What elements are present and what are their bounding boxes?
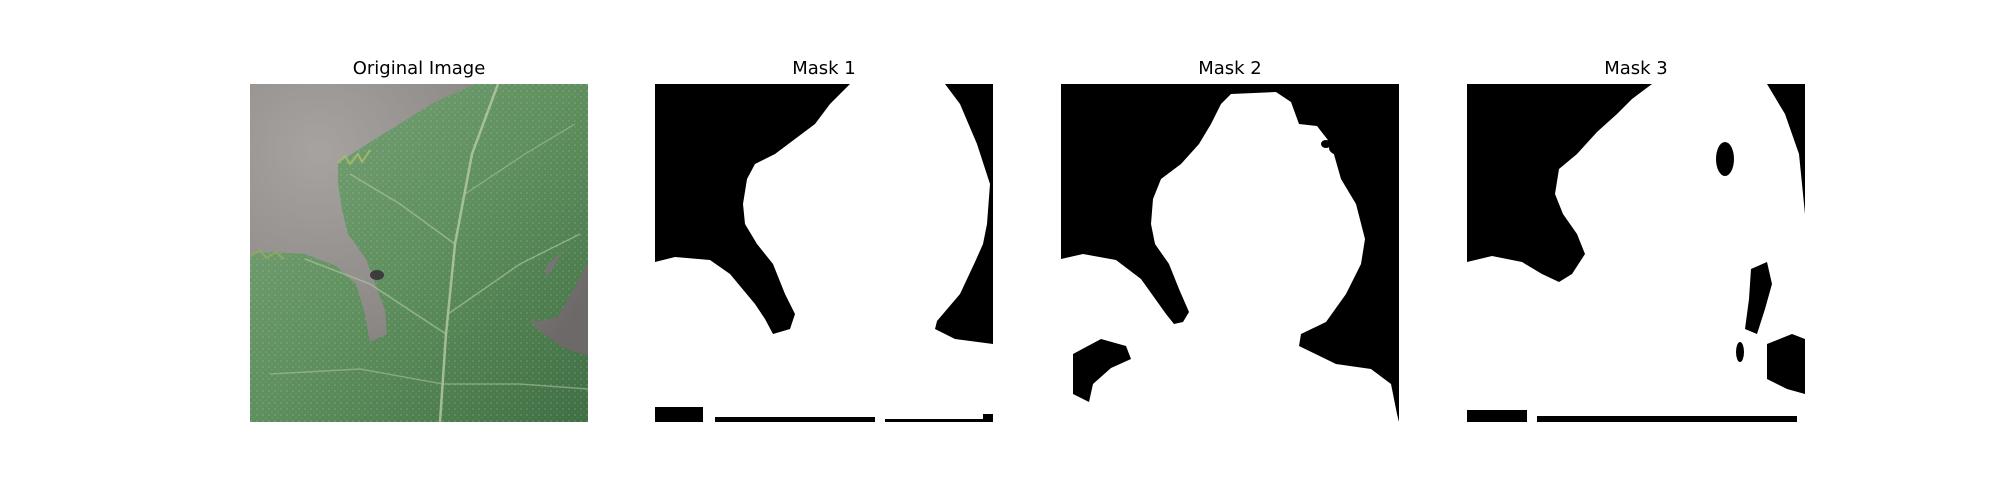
leaf-photo — [250, 84, 588, 422]
panel-title: Mask 3 — [1604, 58, 1668, 79]
mask-3-image — [1467, 84, 1805, 422]
mask-2-image — [1061, 84, 1399, 422]
panel-title: Original Image — [352, 58, 486, 79]
panel-title: Mask 2 — [1198, 58, 1262, 79]
panel-title: Mask 1 — [792, 58, 856, 79]
mask-1-image — [655, 84, 993, 422]
